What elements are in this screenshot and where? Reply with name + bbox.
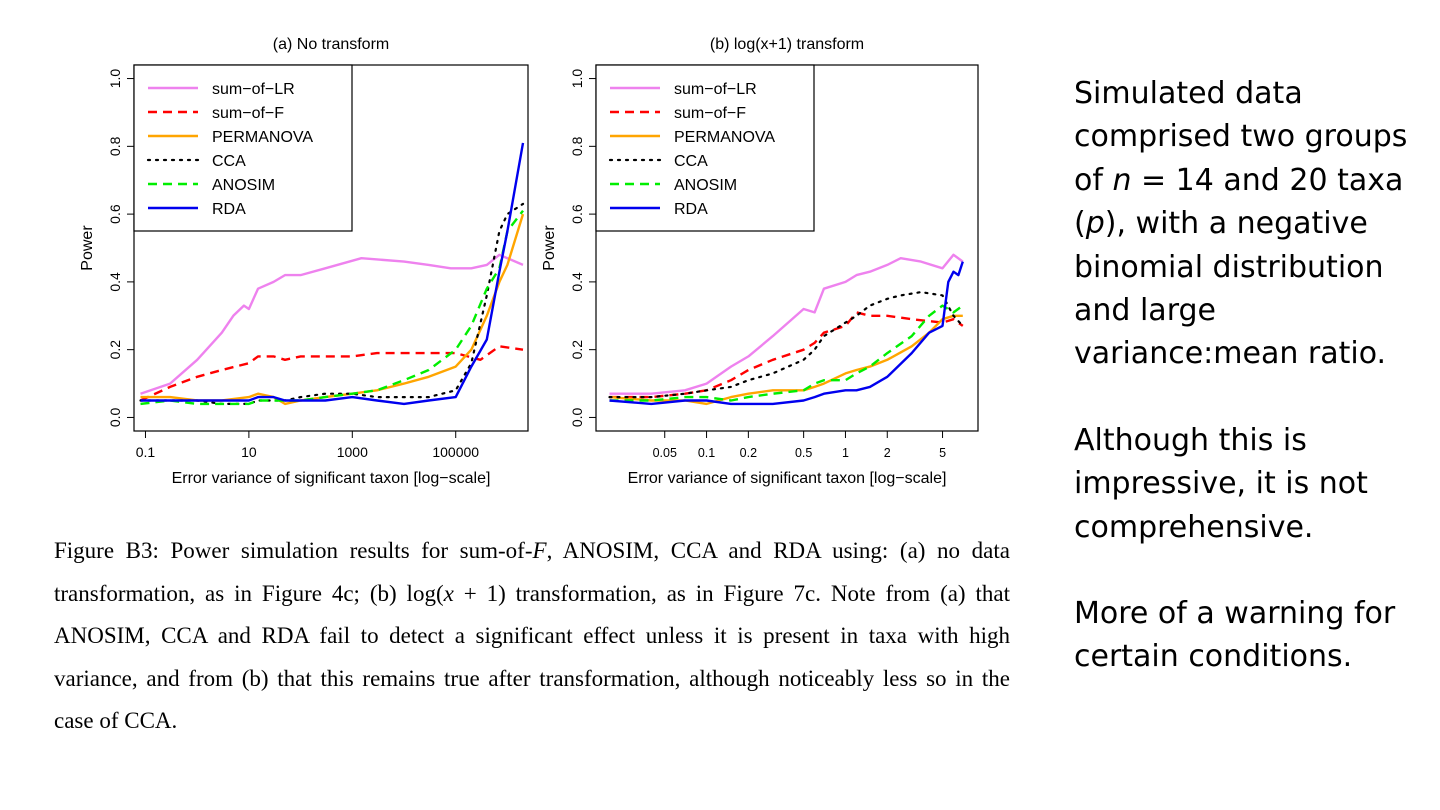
legend-label: ANOSIM: [212, 177, 275, 194]
series-line-1: [139, 345, 524, 402]
series-group: [608, 253, 964, 406]
series-line-2: [609, 314, 963, 406]
y-tick-label: 0.4: [107, 272, 123, 292]
series-line-1: [609, 311, 964, 399]
caption-text-3: + 1) transformation, as in Figure 7c. No…: [54, 580, 1010, 734]
chart-title: (b) log(x+1) transform: [710, 36, 864, 53]
y-tick-label: 1.0: [569, 69, 585, 89]
series-group: [139, 142, 525, 406]
figure-caption: Figure B3: Power simulation results for …: [54, 530, 1010, 743]
legend-label: CCA: [674, 153, 708, 170]
y-tick-label: 0.6: [569, 204, 585, 224]
y-tick-label: 0.8: [107, 136, 123, 156]
legend: sum−of−LR sum−of−F PERMANOVA CCA ANOSIM RDA: [595, 64, 815, 232]
series-line-0: [609, 253, 964, 395]
chart-panel-a: (a) No transform 0.1 10 1000 100000 0.0 0.2 0.4…: [79, 36, 529, 487]
x-tick-label: 1: [842, 446, 849, 460]
series-line-4: [609, 304, 964, 402]
legend-label: sum−of−F: [674, 105, 746, 122]
series-line-0: [140, 253, 524, 395]
caption-x-symbol: x: [443, 580, 454, 606]
legend-box: [133, 64, 353, 232]
chart-panel-b: (b) log(x+1) transform 0.05 0.1 0.2 0.5 1 2 5 0.…: [541, 36, 979, 487]
x-tick-label: 0.5: [795, 446, 812, 460]
x-tick-label: 2: [884, 446, 891, 460]
series-line-5: [609, 261, 964, 406]
x-tick-label: 0.05: [653, 446, 677, 460]
legend: sum−of−LR sum−of−F PERMANOVA CCA ANOSIM RDA: [133, 64, 353, 232]
x-axis-label: Error variance of significant taxon [log…: [172, 470, 491, 487]
side-note-1: Simulated data comprised two groups of n…: [1074, 76, 1408, 372]
y-tick-label: 1.0: [107, 69, 123, 89]
x-tick-label: 0.1: [698, 446, 715, 460]
y-tick-label: 0.2: [107, 340, 123, 360]
y-tick-label: 0.6: [107, 204, 123, 224]
legend-label: RDA: [212, 201, 246, 218]
x-tick-label: 10: [241, 444, 257, 460]
series-line-3: [608, 291, 964, 399]
y-axis-label: Power: [541, 225, 558, 271]
x-tick-label: 1000: [337, 444, 368, 460]
y-tick-label: 0.4: [569, 272, 585, 292]
legend-box: [595, 64, 815, 232]
series-line-4: [140, 209, 524, 406]
series-line-5: [140, 142, 525, 406]
side-note-3: More of a warning for certain conditions…: [1074, 596, 1396, 675]
legend-label: sum−of−LR: [212, 81, 295, 98]
legend-label: PERMANOVA: [674, 129, 775, 146]
legend-label: sum−of−LR: [674, 81, 757, 98]
legend-label: ANOSIM: [674, 177, 737, 194]
side-note-2: Although this is impressive, it is not c…: [1074, 422, 1368, 545]
side-notes: Simulated data comprised two groups of n…: [1074, 72, 1424, 722]
x-tick-label: 100000: [432, 444, 479, 460]
caption-f-symbol: F: [532, 538, 547, 563]
caption-text-1: Figure B3: Power simulation results for …: [54, 538, 533, 563]
legend-label: sum−of−F: [212, 105, 284, 122]
x-tick-label: 5: [939, 446, 946, 460]
y-tick-label: 0.0: [107, 408, 123, 428]
y-tick-label: 0.0: [569, 408, 585, 428]
x-tick-label: 0.2: [740, 446, 757, 460]
figure-plots: (a) No transform 0.1 10 1000 100000 0.0 0.2 0.4…: [79, 36, 979, 487]
y-tick-label: 0.2: [569, 340, 585, 360]
legend-label: PERMANOVA: [212, 129, 313, 146]
y-axis-label: Power: [79, 225, 96, 271]
legend-label: RDA: [674, 201, 708, 218]
y-tick-label: 0.8: [569, 136, 585, 156]
chart-title: (a) No transform: [273, 36, 389, 53]
x-tick-label: 0.1: [136, 444, 156, 460]
series-line-3: [139, 202, 525, 405]
caption-text-2: , ANOSIM, CCA and RDA using: (a) no data…: [54, 538, 1010, 606]
x-axis-label: Error variance of significant taxon [log…: [628, 470, 947, 487]
legend-label: CCA: [212, 153, 246, 170]
